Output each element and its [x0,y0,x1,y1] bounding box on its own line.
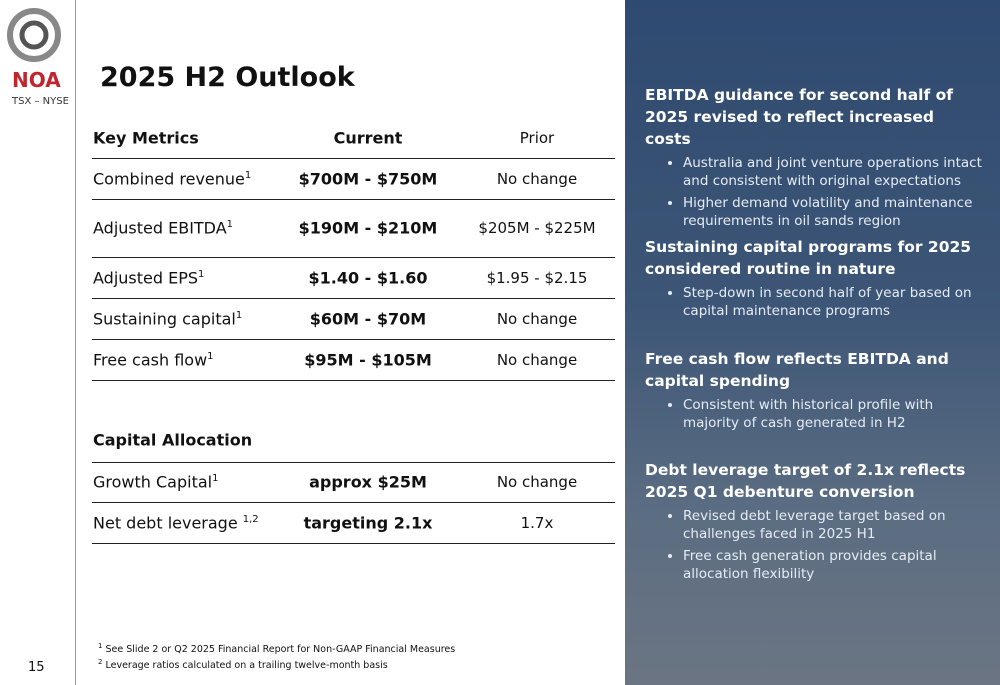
sidebar-section: Debt leverage target of 2.1x reflects 20… [645,459,985,587]
rule [92,298,615,299]
current-value: $190M - $210M [298,218,438,238]
header-cell: Key Metrics [93,128,199,148]
divider [75,0,76,685]
label: Adjusted EBITDA [93,218,227,238]
logo-icon [7,8,61,62]
current-value: approx $25M [309,472,427,492]
superscript: 1 [212,473,219,485]
label: Growth Capital [93,472,213,492]
page-number: 15 [28,660,45,675]
section-heading: Free cash flow reflects EBITDA and capit… [645,350,949,390]
footnote-mark: 2 [98,658,103,667]
bullet-list: Revised debt leverage target based on ch… [645,507,985,583]
bullet: Step-down in second half of year based o… [683,284,985,320]
current-value: $700M - $750M [298,169,438,188]
prior-value: No change [496,350,578,369]
rule [92,380,615,381]
footnote-mark: 1 [98,642,103,650]
superscript: 1,2 [242,513,259,525]
header-cell: Current [333,128,403,148]
footnote-text: See Slide 2 or Q2 2025 Financial Report … [102,644,456,656]
superscript: 1 [226,219,234,231]
row-label: Growth Capital1 [93,473,218,492]
bullet: Free cash generation provides capital al… [683,547,985,583]
superscript: 1 [198,268,205,280]
logo-name: NOA [12,68,61,92]
bullet: Higher demand volatility and maintenance… [683,194,985,230]
footnotes: 1 See Slide 2 or Q2 2025 Financial Repor… [98,640,455,672]
logo-exchanges: TSX – NYSE [12,96,69,107]
row-label: Adjusted EBITDA1 [93,219,233,238]
section-title: Capital Allocation [93,430,253,450]
prior-value: No change [496,169,578,188]
current-value: $1.40 - $1.60 [308,268,428,287]
rule [92,462,615,463]
row-label: Sustaining capital1 [93,309,242,328]
row-label: Combined revenue1 [93,169,251,188]
prior-value: No change [496,309,578,328]
title: 2025 H2 Outlook [100,62,355,93]
label: Combined revenue [93,169,245,188]
rule [92,543,615,544]
prior-value: 1.7x [520,513,554,532]
bullet: Revised debt leverage target based on ch… [683,507,985,543]
superscript: 1 [244,169,252,181]
rule [92,199,615,200]
label: Adjusted EPS [93,268,199,287]
footnote: 2 Leverage ratios calculated on a traili… [98,656,455,672]
rule [92,257,615,258]
bullet-list: Step-down in second half of year based o… [645,284,985,320]
current-value: $60M - $70M [309,309,427,328]
rule [92,339,615,340]
prior-value: $1.95 - $2.15 [486,268,588,287]
sidebar-section: Sustaining capital programs for 2025 con… [645,236,985,324]
rule [92,158,615,159]
footnote: 1 See Slide 2 or Q2 2025 Financial Repor… [98,640,455,656]
bullet: Consistent with historical profile with … [683,396,985,432]
superscript: 1 [235,309,243,321]
section-heading: EBITDA guidance for second half of 2025 … [645,86,954,148]
row-label: Net debt leverage 1,2 [93,513,259,532]
superscript: 1 [207,350,214,362]
section-heading: Sustaining capital programs for 2025 con… [645,238,972,278]
label: Net debt leverage [93,513,243,532]
bullet-list: Australia and joint venture operations i… [645,154,985,230]
bullet: Australia and joint venture operations i… [683,154,985,190]
current-value: $95M - $105M [304,350,432,369]
sidebar-section: Free cash flow reflects EBITDA and capit… [645,348,985,436]
bullet-list: Consistent with historical profile with … [645,396,985,432]
footnote-text: Leverage ratios calculated on a trailing… [102,660,388,672]
sidebar: EBITDA guidance for second half of 2025 … [625,0,1000,685]
row-label: Adjusted EPS1 [93,268,204,287]
rule [92,502,615,503]
section-heading: Debt leverage target of 2.1x reflects 20… [645,461,966,501]
label: Sustaining capital [93,309,236,328]
prior-value: $205M - $225M [478,219,596,237]
row-label: Free cash flow1 [93,350,214,369]
label: Free cash flow [93,350,208,369]
current-value: targeting 2.1x [303,513,433,532]
sidebar-section: EBITDA guidance for second half of 2025 … [645,84,985,234]
prior-value: No change [496,473,578,491]
header-cell: Prior [519,129,555,147]
